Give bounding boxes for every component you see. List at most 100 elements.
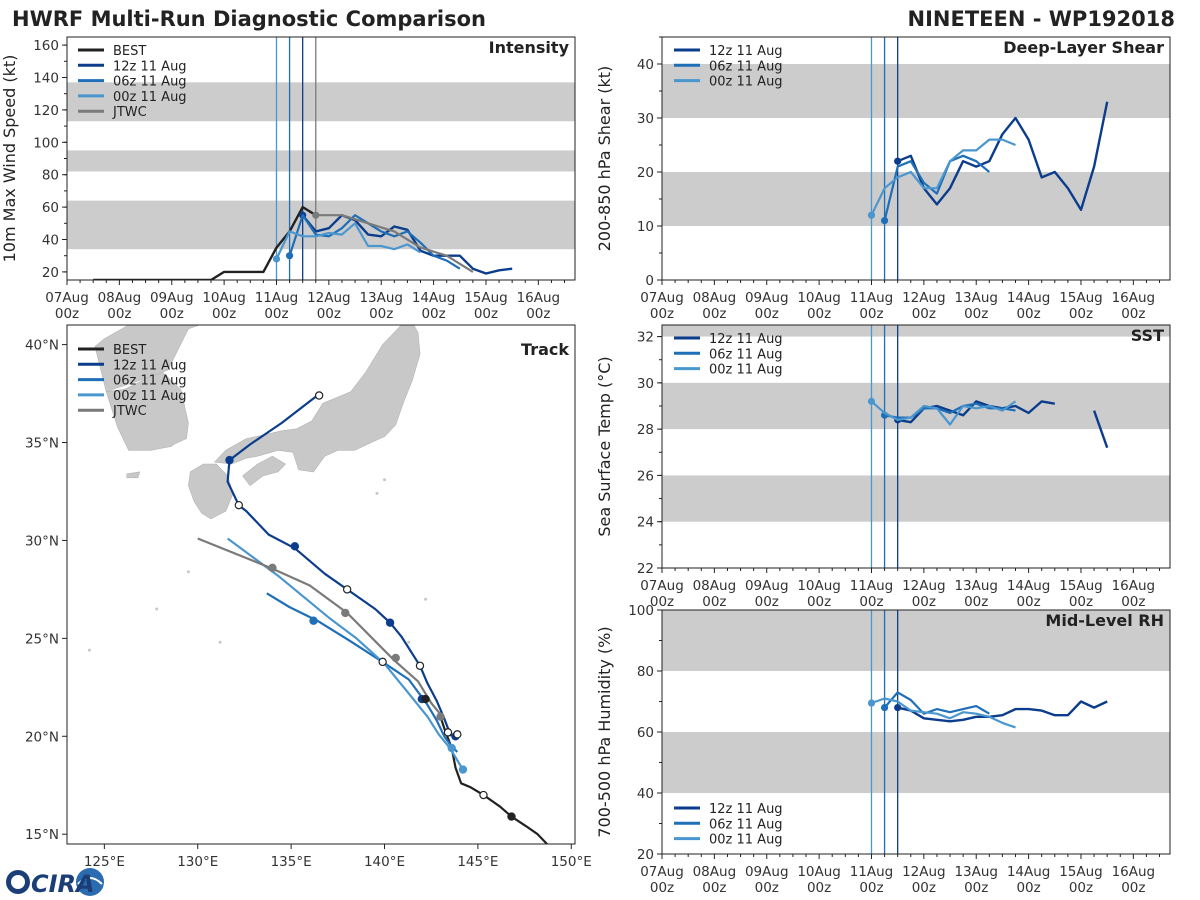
panel-title: Mid-Level RH [1045, 611, 1164, 630]
legend-label: 06z 11 Aug [709, 347, 783, 362]
x-tick-label: 00z [807, 594, 831, 610]
y-tick-label: 20 [637, 165, 654, 181]
panel-title: Deep-Layer Shear [1003, 38, 1164, 57]
x-tick-label: 00z [650, 306, 674, 322]
x-tick-label: 08Aug [693, 864, 737, 880]
track-marker [342, 585, 352, 594]
track-marker [378, 657, 387, 667]
x-tick-label: 14Aug [1007, 864, 1051, 880]
x-tick-label: 00z [859, 306, 883, 322]
x-tick-label: 00z [107, 306, 131, 322]
x-tick-label: 08Aug [693, 290, 737, 306]
x-tick-label: 00z [474, 306, 498, 322]
track-marker [443, 728, 453, 737]
land-korea [105, 371, 189, 451]
x-tick-label: 09Aug [745, 578, 789, 594]
sst-panel: 22242628303207Aug00z08Aug00z09Aug00z10Au… [595, 324, 1171, 610]
track-panel: 125°E 130°E 135°E 140°E 145°E 150°E 15°N 20°N 25… [25, 324, 592, 870]
x-tick-label: 07Aug [640, 578, 684, 594]
threshold-band [662, 475, 1170, 522]
land-japan-shikoku [242, 455, 286, 487]
legend-label: JTWC [112, 105, 147, 120]
x-tick-label: 00z [212, 306, 236, 322]
x-tick-label: 00z [755, 594, 779, 610]
x-tick-label: 11Aug [850, 864, 894, 880]
x-tick-label: 11Aug [850, 290, 894, 306]
legend-label: 00z 11 Aug [709, 75, 783, 90]
x-tick-label: 00z [702, 880, 726, 896]
x-tick-label: 00z [369, 306, 393, 322]
x-tick-label: 00z [859, 594, 883, 610]
y-tick-label: 25°N [25, 631, 59, 647]
land-island [407, 640, 411, 644]
legend-label: 12z 11 Aug [709, 332, 783, 347]
series-line-run00 [275, 222, 422, 260]
y-axis-label: 700-500 hPa Humidity (%) [595, 626, 614, 837]
threshold-band [67, 150, 575, 172]
cira-logo-icon [6, 868, 104, 896]
threshold-band [662, 382, 1170, 430]
x-tick-label: 00z [317, 306, 341, 322]
figure-title-right: NINETEEN - WP192018 [908, 7, 1175, 31]
track-marker [421, 694, 430, 704]
track-marker [234, 500, 244, 510]
x-tick-label: 11Aug [255, 290, 299, 306]
y-tick-label: 28 [637, 422, 654, 438]
track-marker [268, 563, 277, 573]
legend-label: 00z 11 Aug [709, 833, 783, 848]
y-tick-label: 100 [628, 603, 654, 619]
land-island [375, 491, 379, 495]
series-line-run06 [883, 691, 990, 715]
panel-title: SST [1131, 326, 1164, 345]
x-tick-label: 15Aug [1059, 578, 1103, 594]
x-tick-label: 00z [964, 594, 988, 610]
x-tick-label: 00z [1016, 306, 1040, 322]
y-tick-label: 35°N [25, 436, 59, 452]
legend-label: 12z 11 Aug [709, 44, 783, 59]
y-tick-label: 24 [637, 515, 654, 531]
x-tick-label: 10Aug [797, 290, 841, 306]
axes-frame [661, 36, 1171, 281]
series-line-run12 [897, 700, 1108, 723]
legend-label: JTWC [112, 404, 147, 419]
x-tick-label: 12Aug [307, 290, 351, 306]
track-line-run00 [226, 537, 464, 771]
land-island [383, 478, 386, 482]
y-tick-label: 40 [637, 57, 654, 73]
x-tick-label: 00z [859, 880, 883, 896]
series-line-run00 [870, 138, 1016, 216]
x-tick-label: 07Aug [640, 864, 684, 880]
x-tick-label: 13Aug [954, 578, 998, 594]
land-japan-kyushu [188, 463, 234, 520]
series-group [93, 205, 513, 280]
legend-label: 12z 11 Aug [113, 59, 187, 74]
land-island [186, 570, 190, 574]
legend-label: 12z 11 Aug [113, 358, 187, 373]
legend-label: 12z 11 Aug [709, 802, 783, 817]
y-tick-label: 140 [33, 71, 59, 87]
x-tick-label: 10Aug [797, 864, 841, 880]
y-tick-label: 20°N [25, 729, 59, 745]
x-tick-label: 15Aug [1059, 290, 1103, 306]
series-group [867, 101, 1109, 225]
x-tick-label: 00z [160, 306, 184, 322]
cira-logo: CIRA [6, 868, 104, 898]
series-start-marker [880, 217, 889, 225]
x-tick-label: 08Aug [98, 290, 142, 306]
x-tick-label: 08Aug [693, 578, 737, 594]
series-start-marker [894, 704, 902, 712]
land-island [155, 607, 159, 611]
x-tick-label: 13Aug [359, 290, 403, 306]
track-marker [436, 712, 445, 721]
x-tick-label: 00z [1069, 594, 1093, 610]
legend-label: 00z 11 Aug [113, 90, 187, 105]
track-marker [309, 616, 318, 625]
threshold-band [662, 64, 1170, 118]
figure-title-left: HWRF Multi-Run Diagnostic Comparison [12, 7, 486, 31]
axes-frame [661, 324, 1171, 569]
x-tick-label: 09Aug [745, 290, 789, 306]
x-tick-label: 00z [650, 880, 674, 896]
y-tick-label: 20 [42, 265, 59, 281]
x-tick-label: 00z [526, 306, 550, 322]
land-korea-north [94, 325, 200, 392]
